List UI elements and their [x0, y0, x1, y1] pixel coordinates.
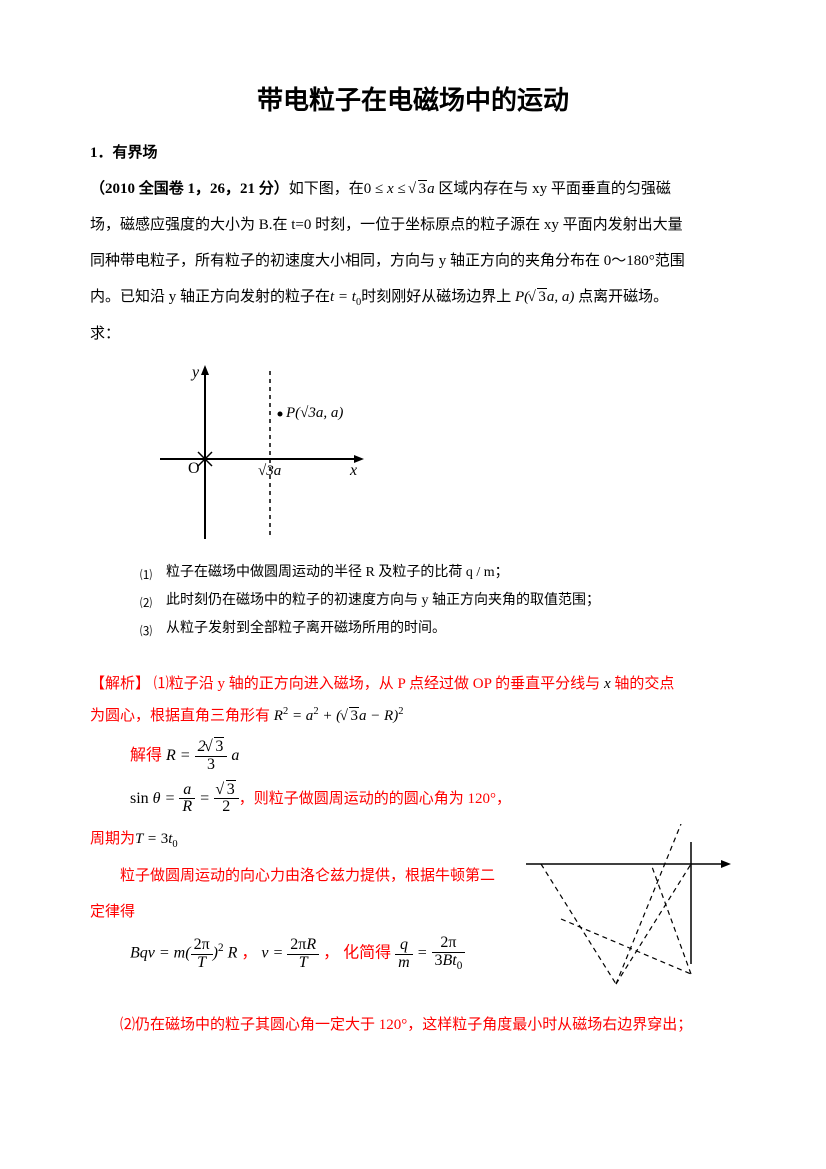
question-list: ⑴ 粒子在磁场中做圆周运动的半径 R 及粒子的比荷 q / m； ⑵ 此时刻仍在… — [140, 559, 736, 643]
solution-diagram — [521, 824, 736, 1004]
text: 如下图，在 — [289, 181, 364, 197]
problem-para-2: 场，磁感应强度的大小为 B.在 t=0 时刻，一位于坐标原点的粒子源在 xy 平… — [90, 210, 736, 240]
text: 区域内存在与 xy 平面垂直的匀强磁 — [435, 181, 671, 197]
text: 解得 — [130, 747, 162, 764]
text: 内。已知沿 y 轴正方向发射的粒子在 — [90, 289, 330, 305]
solution-line-1: 【解析】 ⑴粒子沿 y 轴的正方向进入磁场，从 P 点经过做 OP 的垂直平分线… — [90, 669, 736, 699]
problem-source: （2010 全国卷 1，26，21 分） — [90, 181, 289, 197]
coordinate-diagram: y x O √3a P(√3a, a) — [150, 359, 370, 549]
question-number: ⑵ — [140, 587, 166, 615]
solution-part2: ⑵仍在磁场中的粒子其圆心角一定大于 120°，这样粒子角度最小时从磁场右边界穿出… — [90, 1010, 736, 1040]
page: 带电粒子在电磁场中的运动 1．有界场 （2010 全国卷 1，26，21 分）如… — [0, 0, 826, 1169]
equation-t: t = t0 — [330, 289, 361, 305]
text: a — [227, 747, 239, 764]
text: ， — [241, 945, 261, 962]
question-item-1: ⑴ 粒子在磁场中做圆周运动的半径 R 及粒子的比荷 q / m； — [140, 559, 736, 587]
equation-T: T = 3t0 — [135, 831, 178, 847]
solution-line-1b: 为圆心，根据直角三角形有 R2 = a2 + (3a − R)2 — [90, 701, 736, 731]
question-item-2: ⑵ 此时刻仍在磁场中的粒子的初速度方向与 y 轴正方向夹角的取值范围； — [140, 587, 736, 615]
text: 化简得 — [343, 945, 391, 962]
equation-r2: R2 = a2 + (3a − R)2 — [274, 708, 404, 724]
problem-para-3: 同种带电粒子，所有粒子的初速度大小相同，方向与 y 轴正方向的夹角分布在 0～1… — [90, 246, 736, 276]
text: 为圆心，根据直角三角形有 — [90, 708, 270, 724]
text: 点离开磁场。 — [574, 289, 668, 305]
svg-text:P(√3a, a): P(√3a, a) — [285, 405, 343, 421]
problem-para-4: 内。已知沿 y 轴正方向发射的粒子在t = t0时刻刚好从磁场边界上 P(3a,… — [90, 282, 736, 313]
question-item-3: ⑶ 从粒子发射到全部粒子离开磁场所用的时间。 — [140, 615, 736, 643]
equation-R: 解得 R = 233 a — [130, 739, 736, 774]
svg-text:√3a: √3a — [258, 463, 281, 479]
equation-sin: sin θ = aR = 32，则粒子做圆周运动的的圆心角为 120°， — [130, 782, 736, 817]
text: ⑴粒子沿 y 轴的正方向进入磁场，从 P 点经过做 OP 的垂直平分线与 — [154, 676, 604, 692]
question-number: ⑴ — [140, 559, 166, 587]
text: ， — [323, 945, 343, 962]
equation-range: 0 ≤ x ≤ 3a — [364, 181, 435, 197]
solution-block: 【解析】 ⑴粒子沿 y 轴的正方向进入磁场，从 P 点经过做 OP 的垂直平分线… — [90, 669, 736, 1040]
text: ，则粒子做圆周运动的的圆心角为 120°， — [239, 791, 511, 807]
question-number: ⑶ — [140, 615, 166, 643]
problem-qiu: 求： — [90, 319, 736, 349]
equation-P: P(3a, a) — [515, 289, 574, 305]
text: 周期为 — [90, 831, 135, 847]
y-axis-label: y — [190, 364, 200, 381]
text: R = — [166, 747, 195, 764]
origin-label: O — [188, 460, 200, 477]
x-axis-label: x — [349, 462, 357, 479]
section-heading: 1．有界场 — [90, 141, 736, 162]
page-title: 带电粒子在电磁场中的运动 — [90, 80, 736, 117]
problem-para-1: （2010 全国卷 1，26，21 分）如下图，在0 ≤ x ≤ 3a 区域内存… — [90, 174, 736, 204]
text: 轴的交点 — [611, 676, 675, 692]
question-text: 此时刻仍在磁场中的粒子的初速度方向与 y 轴正方向夹角的取值范围； — [166, 587, 600, 615]
var-x: x — [604, 676, 611, 692]
question-text: 粒子在磁场中做圆周运动的半径 R 及粒子的比荷 q / m； — [166, 559, 509, 587]
question-text: 从粒子发射到全部粒子离开磁场所用的时间。 — [166, 615, 446, 643]
solution-label: 【解析】 — [90, 676, 150, 692]
text: 时刻刚好从磁场边界上 — [361, 289, 511, 305]
